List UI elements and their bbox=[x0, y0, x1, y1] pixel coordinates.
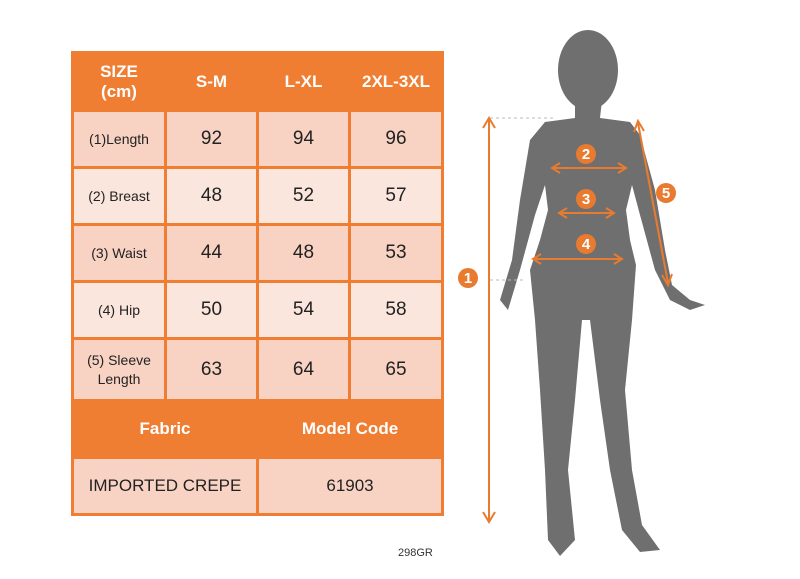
cell: 58 bbox=[348, 280, 444, 340]
row-label: (1)Length bbox=[71, 109, 167, 169]
row-label: (2) Breast bbox=[71, 166, 167, 226]
size-chart-table: SIZE (cm) S-M L-XL 2XL-3XL (1)Length 92 9… bbox=[71, 51, 444, 516]
cell: 63 bbox=[164, 337, 259, 402]
cell: 94 bbox=[256, 109, 351, 169]
row-label: (4) Hip bbox=[71, 280, 167, 340]
body-measurement-figure: 1 2 3 4 5 bbox=[458, 30, 705, 556]
sleeve-arrow bbox=[637, 122, 669, 284]
cell: 52 bbox=[256, 166, 351, 226]
marker-5-icon bbox=[656, 183, 676, 203]
marker-5: 5 bbox=[662, 185, 670, 202]
cell: 92 bbox=[164, 109, 259, 169]
table-row: (4) Hip 50 54 58 bbox=[71, 280, 444, 340]
fabric-value-row: IMPORTED CREPE 61903 bbox=[71, 456, 444, 516]
cell: 57 bbox=[348, 166, 444, 226]
marker-1-icon bbox=[458, 268, 478, 288]
cell: 44 bbox=[164, 223, 259, 283]
measurement-markers: 1 2 3 4 5 bbox=[458, 144, 676, 288]
row-label: (3) Waist bbox=[71, 223, 167, 283]
row-label-line2: Length bbox=[97, 370, 141, 387]
marker-2-icon bbox=[576, 144, 596, 164]
cell: 48 bbox=[164, 166, 259, 226]
cell: 64 bbox=[256, 337, 351, 402]
fabric-header-row: Fabric Model Code bbox=[71, 399, 444, 459]
cell: 50 bbox=[164, 280, 259, 340]
row-label: (5) Sleeve Length bbox=[71, 337, 167, 402]
model-code-value: 61903 bbox=[256, 456, 444, 516]
cell: 65 bbox=[348, 337, 444, 402]
marker-2: 2 bbox=[582, 146, 590, 163]
header-s-m: S-M bbox=[164, 51, 259, 112]
table-row: (2) Breast 48 52 57 bbox=[71, 166, 444, 226]
header-size-line1: SIZE bbox=[100, 61, 138, 81]
cell: 53 bbox=[348, 223, 444, 283]
fabric-label: Fabric bbox=[71, 399, 259, 459]
table-header-row: SIZE (cm) S-M L-XL 2XL-3XL bbox=[71, 51, 444, 112]
marker-4-icon bbox=[576, 234, 596, 254]
measurement-arrows bbox=[482, 116, 673, 524]
marker-3-icon bbox=[576, 189, 596, 209]
cell: 54 bbox=[256, 280, 351, 340]
marker-4: 4 bbox=[582, 236, 591, 253]
model-code-label: Model Code bbox=[256, 399, 444, 459]
cell: 48 bbox=[256, 223, 351, 283]
header-2xl-3xl: 2XL-3XL bbox=[348, 51, 444, 112]
header-size: SIZE (cm) bbox=[71, 51, 167, 112]
table-row: (1)Length 92 94 96 bbox=[71, 109, 444, 169]
marker-3: 3 bbox=[582, 191, 590, 208]
row-label-line1: (5) Sleeve bbox=[87, 351, 151, 368]
cell: 96 bbox=[348, 109, 444, 169]
fabric-value: IMPORTED CREPE bbox=[71, 456, 259, 516]
table-row: (5) Sleeve Length 63 64 65 bbox=[71, 337, 444, 402]
header-l-xl: L-XL bbox=[256, 51, 351, 112]
silhouette bbox=[500, 30, 705, 556]
product-code-note: 298GR bbox=[398, 547, 433, 559]
table-row: (3) Waist 44 48 53 bbox=[71, 223, 444, 283]
header-size-line2: (cm) bbox=[101, 81, 137, 101]
marker-1: 1 bbox=[464, 270, 472, 287]
